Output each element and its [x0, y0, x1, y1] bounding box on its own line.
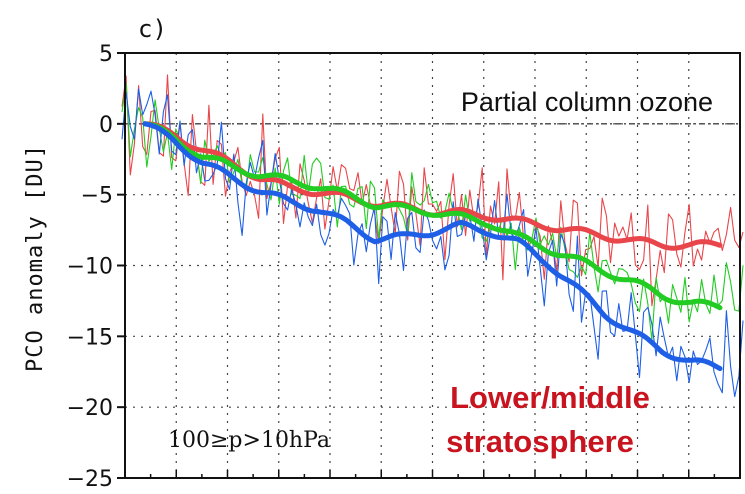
grid-lines [125, 53, 740, 478]
series-blue-smoothed-line [142, 121, 723, 372]
y-tick-label: −10 [67, 255, 113, 280]
series-green-smoothed-line [142, 121, 723, 311]
y-tick-label: 5 [99, 42, 113, 67]
y-tick-label: −15 [67, 325, 113, 350]
series-red-raw-line [121, 74, 744, 307]
x-axis-ticks [124, 470, 741, 478]
y-tick-label: −25 [67, 467, 113, 492]
region-label-line1: Lower/middle [450, 380, 650, 415]
series-blue-raw-line [121, 88, 744, 398]
smoothed-series-lines [142, 121, 723, 372]
pressure-range-label: 100≥p>10hPa [168, 428, 330, 453]
y-axis-ticks: 5 0 −5 −10 −15 −20 −25 [67, 42, 125, 492]
thin-series-lines [121, 74, 744, 398]
y-tick-label: −5 [81, 184, 113, 209]
series-green-raw-line [121, 83, 744, 341]
panel-label: c) [138, 15, 167, 43]
y-tick-label: −20 [67, 396, 113, 421]
region-label-line2: stratosphere [446, 424, 634, 459]
y-tick-label: 0 [99, 113, 113, 138]
inset-title: Partial column ozone [461, 87, 713, 117]
y-axis-label: PCO anomaly [DU] [23, 144, 48, 372]
